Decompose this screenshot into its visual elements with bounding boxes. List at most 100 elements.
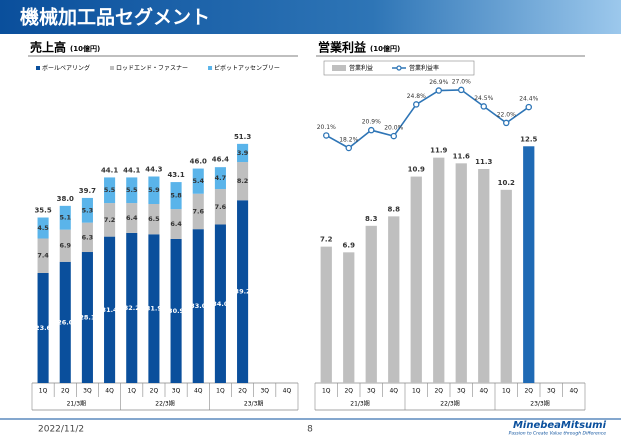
bar (214, 224, 226, 383)
line-marker (480, 103, 487, 110)
group-label: 23/3期 (530, 400, 549, 408)
bar (237, 143, 249, 163)
bar-label: 5.3 (82, 206, 94, 214)
bar-label: 6.3 (82, 233, 94, 241)
bar (170, 238, 182, 383)
chart-title: 売上高 (30, 40, 66, 55)
line-label: 24.5% (474, 95, 493, 102)
bar (523, 146, 535, 383)
bar (455, 163, 467, 383)
bar-label: 33.0 (190, 302, 207, 310)
bar-label: 5.4 (192, 177, 204, 185)
chart-title: 営業利益 (318, 40, 366, 55)
legend-swatch (332, 65, 346, 71)
bar (237, 162, 249, 201)
header-bar (0, 0, 621, 34)
x-tick-label: 3Q (547, 388, 556, 395)
footer-date: 2022/11/2 (38, 425, 84, 435)
bar-label: 7.6 (215, 203, 227, 211)
bar-label: 39.2 (235, 288, 251, 296)
bar (170, 209, 182, 239)
bar (37, 272, 49, 383)
legend-box (323, 60, 475, 76)
legend-label: ピボットアッセンブリー (214, 64, 280, 72)
bar (343, 252, 355, 383)
x-tick-label: 2Q (238, 388, 247, 395)
line-marker (525, 103, 533, 111)
legend-swatch (208, 66, 213, 70)
bar (214, 167, 226, 190)
bar (81, 252, 93, 383)
x-tick-label: 4Q (105, 388, 114, 395)
x-tick-label: 2Q (344, 388, 353, 395)
x-tick-label: 1Q (127, 388, 136, 395)
total-label: 51.3 (234, 133, 251, 141)
line-label: 22.0% (497, 111, 516, 118)
x-tick-label: 2Q (524, 388, 533, 395)
bar (148, 203, 160, 235)
total-label: 44.1 (101, 166, 118, 174)
bar (388, 216, 400, 383)
total-label: 35.5 (34, 207, 51, 215)
line (325, 89, 530, 149)
line-label: 26.9% (429, 79, 448, 86)
bar (410, 176, 422, 383)
line-marker (435, 87, 442, 94)
x-tick-label: 4Q (283, 388, 292, 395)
bar (192, 229, 204, 383)
bar (104, 203, 116, 237)
line-label: 20.1% (317, 124, 336, 131)
bar-label: 5.5 (126, 186, 138, 194)
legend-label: 営業利益 (349, 64, 373, 72)
bar-label: 31.9 (146, 305, 163, 313)
group-label: 22/3期 (440, 400, 459, 408)
x-tick-label: 3Q (172, 388, 181, 395)
line-label: 20.0% (384, 125, 403, 132)
bar (237, 200, 249, 383)
bar (365, 225, 377, 383)
legend-label: 営業利益率 (409, 64, 439, 72)
bar (37, 217, 49, 239)
bar (37, 238, 49, 273)
line-label: 24.4% (519, 96, 538, 103)
group-label: 23/3期 (244, 400, 263, 408)
bar-label: 30.9 (168, 307, 185, 315)
bar-label: 7.2 (104, 216, 116, 224)
logo: MinebeaMitsumi (513, 420, 607, 431)
legend-label: ボールベアリング (42, 64, 90, 72)
bar-label: 32.2 (124, 304, 140, 312)
legend-swatch (36, 66, 40, 70)
line-label: 20.9% (362, 119, 381, 126)
total-label: 43.1 (167, 171, 184, 179)
bar-label: 6.9 (59, 242, 71, 250)
bar-label: 5.9 (148, 186, 160, 194)
x-tick-label: 3Q (367, 388, 376, 395)
bar (104, 236, 116, 383)
bar-label: 5.5 (104, 186, 116, 194)
bar-label: 3.9 (237, 149, 249, 157)
bar-label: 7.4 (37, 252, 49, 260)
bar (59, 205, 71, 230)
bar (148, 176, 160, 204)
bar (500, 189, 512, 383)
x-tick-label: 1Q (39, 388, 48, 395)
x-tick-label: 1Q (412, 388, 421, 395)
total-label: 38.0 (57, 195, 74, 203)
legend-swatch (110, 66, 115, 70)
line-marker (390, 132, 397, 140)
line-label: 24.8% (407, 93, 426, 100)
bar-label: 26.0 (57, 318, 74, 326)
bar-label: 8.8 (388, 205, 401, 213)
line-marker (322, 132, 330, 139)
legend-label: ロッドエンド・ファスナー (116, 65, 188, 72)
bar-label: 6.5 (148, 215, 160, 223)
x-tick-label: 2Q (150, 388, 159, 395)
bar-label: 6.4 (170, 220, 182, 228)
chart-subtitle: (10億円) (370, 44, 400, 53)
bar (192, 193, 204, 230)
bar (126, 232, 138, 383)
legend-marker (396, 65, 402, 71)
bar-label: 28.1 (79, 314, 96, 322)
slide-title: 機械加工品セグメント (20, 6, 210, 29)
